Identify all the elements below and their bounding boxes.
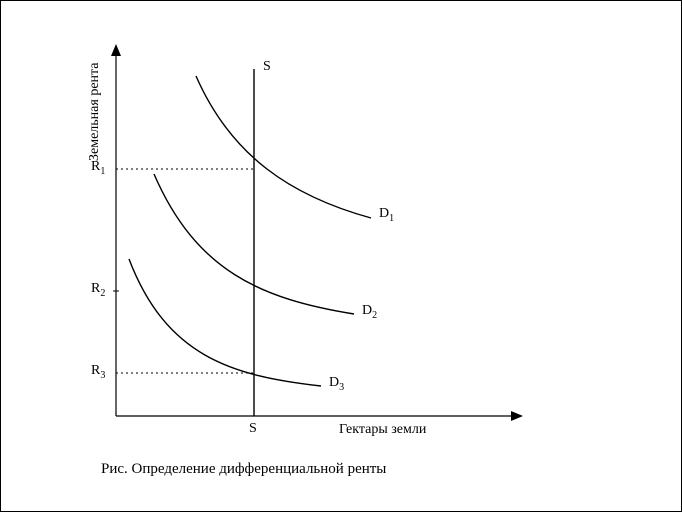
curve-d3 [129, 259, 321, 386]
label-r2: R2 [91, 281, 105, 299]
y-axis-label: Земельная рента [87, 62, 103, 161]
figure-caption: Рис. Определение дифференциальной ренты [101, 461, 386, 478]
label-r3: R3 [91, 363, 105, 381]
chart-canvas: Земельная рента Гектары земли S S D1 D2 … [0, 0, 682, 512]
label-r1: R1 [91, 159, 105, 177]
y-axis-arrow [111, 44, 121, 56]
curve-d1 [196, 76, 371, 218]
x-axis-label: Гектары земли [339, 422, 426, 438]
supply-label-top: S [263, 59, 271, 75]
x-axis-arrow [511, 411, 523, 421]
label-d1: D1 [379, 206, 394, 224]
label-d2: D2 [362, 303, 377, 321]
supply-label-bottom: S [249, 421, 257, 437]
label-d3: D3 [329, 375, 344, 393]
